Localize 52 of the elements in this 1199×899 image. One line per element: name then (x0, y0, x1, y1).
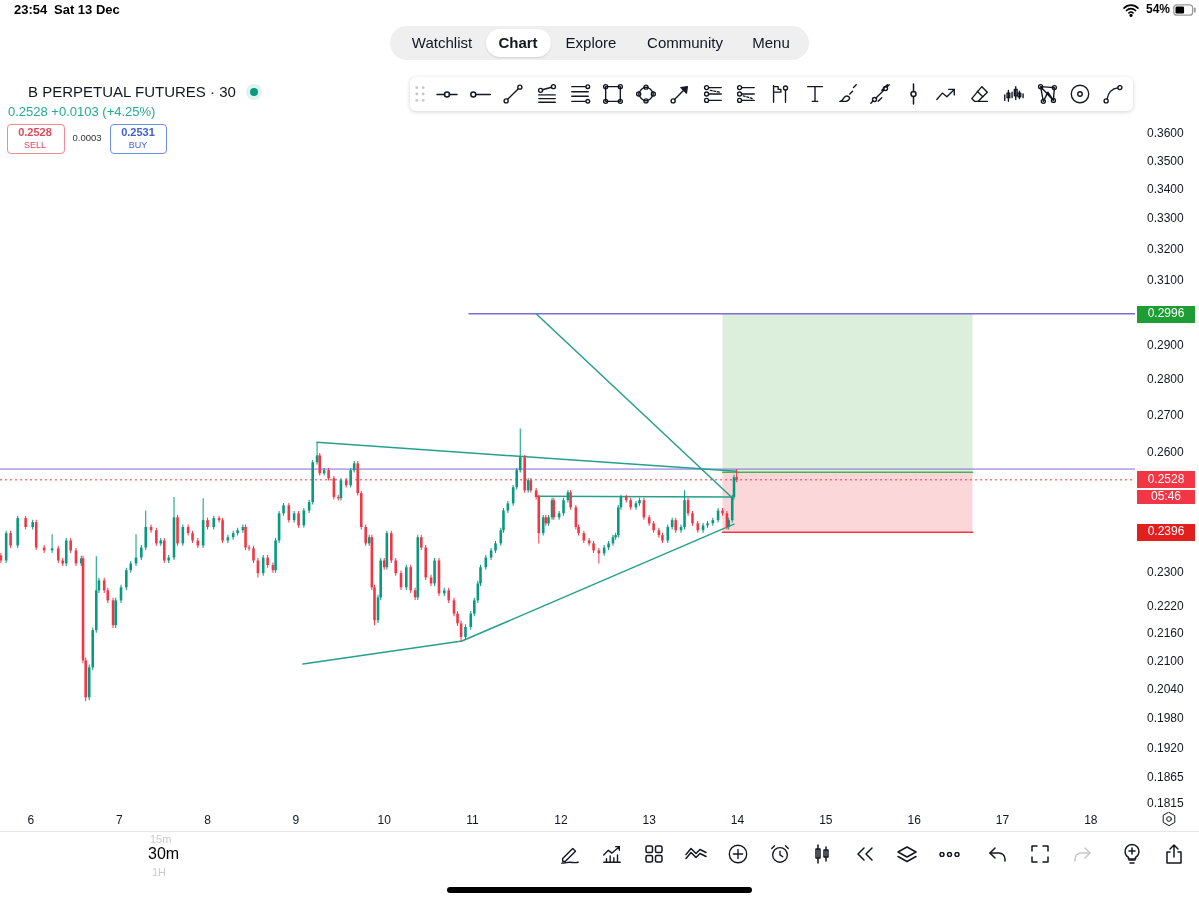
x-tick-label: 15 (819, 812, 833, 827)
x-tick-label: 9 (292, 812, 300, 827)
y-tick-label: 0.2900 (1147, 337, 1185, 352)
x-tick-label: 7 (115, 812, 123, 827)
y-tick-label: 0.3300 (1147, 211, 1185, 226)
x-tick-label: 18 (1084, 812, 1098, 827)
x-tick-label: 12 (554, 812, 568, 827)
x-tick-label: 17 (995, 812, 1010, 827)
x-tick-label: 14 (730, 812, 745, 827)
text: Sat 13 Dec (54, 1, 120, 18)
text: Watchlist (411, 34, 473, 52)
annotation: SELL (23, 139, 47, 151)
y-tick-label: 0.1865 (1147, 769, 1185, 784)
text: Community (647, 34, 723, 52)
y-tick-label: 0.2300 (1147, 564, 1185, 579)
x-tick-label: 10 (377, 812, 392, 827)
x-tick-label: 16 (907, 812, 922, 827)
text: Chart (498, 34, 538, 52)
y-tick-label: 0.3600 (1147, 126, 1185, 141)
text: 05:46 (1150, 489, 1182, 504)
annotation: 0.0003 (72, 131, 102, 144)
y-tick-label: 0.2220 (1147, 599, 1185, 614)
y-tick-label: 0.3500 (1147, 153, 1185, 168)
y-tick-label: 0.2700 (1147, 407, 1185, 422)
y-tick-label: 0.1920 (1147, 741, 1185, 756)
y-tick-label: 0.1980 (1147, 711, 1185, 726)
y-tick-label: 0.3200 (1147, 241, 1185, 256)
text: 0.2396 (1147, 524, 1185, 539)
y-tick-label: 0.2100 (1147, 653, 1185, 668)
chart-title: B PERPETUAL FUTURES · 30 (28, 83, 236, 101)
text: 23:54 (14, 1, 48, 18)
text: Explore (565, 34, 617, 52)
y-tick-label: 0.2800 (1147, 372, 1185, 387)
annotation: 0.2531 (121, 125, 155, 139)
chart-subtitle: 0.2528 +0.0103 (+4.25%) (8, 103, 156, 120)
y-tick-label: 0.2160 (1147, 626, 1185, 641)
x-tick-label: 11 (466, 812, 480, 827)
y-tick-label: 0.3400 (1147, 182, 1185, 197)
y-tick-label: 0.3100 (1147, 272, 1185, 287)
text: 0.2996 (1147, 306, 1185, 321)
text: 54% (1146, 2, 1171, 17)
text: 30m (148, 844, 180, 864)
x-tick-label: 6 (27, 812, 35, 827)
annotation: 0.2528 (18, 125, 52, 139)
ref-line-label: 0.2528 (1147, 471, 1185, 487)
y-tick-label: 0.2600 (1147, 444, 1185, 459)
text: Menu (752, 34, 790, 52)
x-tick-label: 13 (642, 812, 657, 827)
annotation: BUY (128, 139, 148, 151)
y-tick-label: 0.2040 (1147, 681, 1185, 696)
x-tick-label: 8 (204, 812, 212, 827)
y-tick-label: 0.1815 (1147, 796, 1185, 811)
